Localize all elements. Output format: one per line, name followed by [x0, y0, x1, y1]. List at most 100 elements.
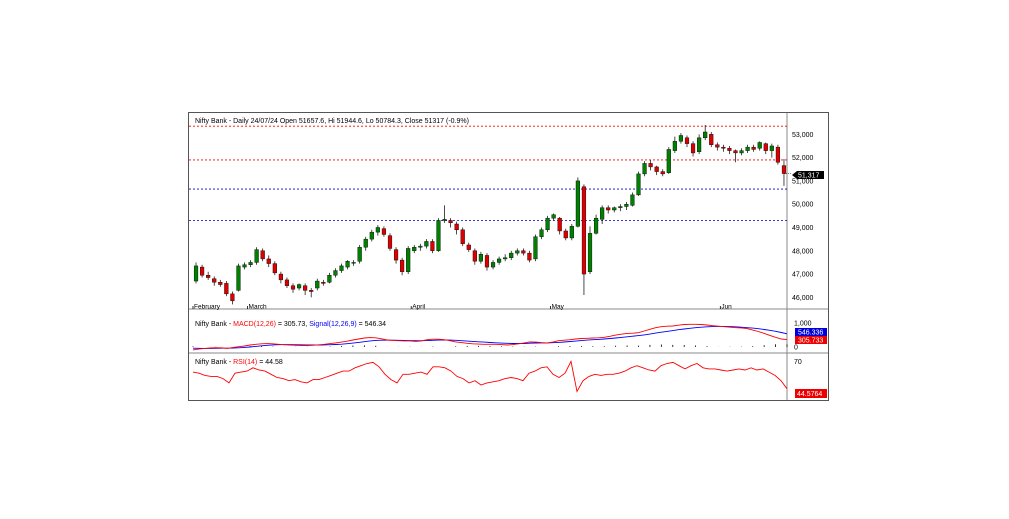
candle-body	[224, 283, 229, 295]
candle-body	[290, 285, 296, 290]
candle-body	[533, 236, 538, 260]
candle-body	[672, 141, 677, 151]
candle-body	[460, 229, 465, 244]
candle-body	[200, 266, 205, 276]
price-ytick-label: 47,000	[792, 272, 814, 279]
candle-body	[703, 131, 708, 139]
candle-body	[393, 249, 399, 261]
candle-body	[339, 265, 344, 271]
candle-body	[406, 248, 411, 272]
price-ytick-label: 53,000	[792, 132, 814, 139]
candle-body	[775, 146, 780, 163]
candle-body	[230, 293, 235, 302]
candle-body	[345, 261, 350, 268]
candle-body	[303, 285, 308, 291]
candle-body	[545, 217, 550, 231]
candle-body	[278, 273, 283, 281]
month-label: May	[552, 304, 565, 311]
signal-title-label: Signal(12,26,9)	[309, 321, 356, 328]
candle-body	[375, 227, 380, 233]
candle-body	[781, 165, 787, 174]
candle-body	[690, 143, 696, 154]
candle-body	[442, 219, 447, 221]
macd-ytick-label: 0	[794, 344, 798, 351]
candle-body	[527, 252, 532, 261]
candle-body	[587, 233, 593, 272]
candle-body	[351, 262, 356, 264]
price-ytick-label: 49,000	[792, 225, 814, 232]
candle-body	[515, 250, 520, 254]
candle-body	[648, 163, 653, 168]
macd-title-label: MACD(12,26)	[233, 321, 276, 328]
month-label: Jun	[721, 304, 732, 311]
candle-body	[745, 146, 750, 151]
rsi-badge-text: 44.5764	[797, 391, 822, 398]
candle-body	[563, 230, 568, 239]
candle-body	[593, 217, 599, 234]
rsi-panel: 70	[192, 359, 802, 393]
rsi-title-name: Nifty Bank -	[195, 359, 233, 366]
signal-line	[192, 325, 788, 349]
candle-body	[454, 223, 459, 231]
rsi-badge: 44.5764	[795, 389, 827, 398]
signal-badge: 546.336	[795, 328, 827, 337]
candle-body	[581, 186, 587, 275]
candle-body	[733, 150, 738, 154]
candle-body	[751, 146, 756, 150]
macd-title-value: = 305.73,	[276, 321, 309, 328]
macd-title: Nifty Bank - MACD(12,26) = 305.73, Signa…	[195, 321, 386, 328]
candle-body	[381, 228, 387, 235]
candle-body	[321, 282, 326, 284]
candle-body	[715, 144, 720, 148]
candle-body	[266, 258, 271, 264]
candle-body	[551, 214, 556, 219]
candle-body	[448, 220, 453, 224]
macd-title-name: Nifty Bank -	[195, 321, 233, 328]
rsi-ytick-label: 70	[794, 359, 802, 366]
price-ytick-label: 50,000	[792, 202, 814, 209]
month-label: March	[249, 304, 267, 311]
candle-body	[697, 137, 702, 152]
candle-body	[642, 163, 647, 175]
candle-body	[618, 206, 623, 208]
chart-frame: 46,000 47,000 48,000 49,000 50,000 51,000 52,0…	[188, 112, 882, 401]
rsi-title-value: = 44.58	[257, 359, 283, 366]
candle-body	[430, 241, 435, 251]
candle-body	[727, 148, 732, 151]
candle-body	[612, 207, 617, 211]
candle-body	[497, 258, 502, 263]
rsi-title: Nifty Bank - RSI(14) = 44.58	[195, 359, 283, 366]
candle-body	[333, 270, 338, 276]
macd-badge: 305.733	[795, 336, 827, 345]
candle-body	[521, 250, 526, 254]
candle-body	[739, 150, 744, 154]
candle-body	[684, 137, 690, 144]
candle-body	[654, 166, 659, 172]
candle-body	[478, 254, 483, 262]
candle-body	[757, 142, 762, 149]
candle-body	[424, 241, 429, 247]
candle-body	[600, 207, 605, 220]
candle-body	[212, 278, 217, 283]
candle-body	[400, 259, 405, 272]
candle-body	[503, 257, 508, 260]
candle-body	[606, 207, 611, 211]
candle-body	[466, 244, 471, 250]
price-ytick-label: 51,000	[792, 178, 814, 185]
candle-body	[721, 146, 726, 149]
price-ytick-label: 52,000	[792, 155, 814, 162]
candle-body	[769, 145, 774, 151]
candle-body	[666, 149, 671, 173]
candle-body	[193, 265, 199, 282]
candle-body	[709, 134, 714, 145]
candle-body	[660, 171, 665, 175]
candle-body	[509, 252, 514, 258]
macd-badge-text: 305.733	[798, 338, 823, 345]
macd-ytick-label: 1,000	[794, 320, 812, 327]
candle-body	[218, 282, 223, 285]
candle-body	[387, 235, 393, 249]
candle-body	[436, 220, 441, 251]
candle-body	[418, 245, 423, 248]
month-label: April	[412, 304, 426, 311]
price-panel: 46,000 47,000 48,000 49,000 50,000 51,000 52,0…	[189, 113, 882, 400]
